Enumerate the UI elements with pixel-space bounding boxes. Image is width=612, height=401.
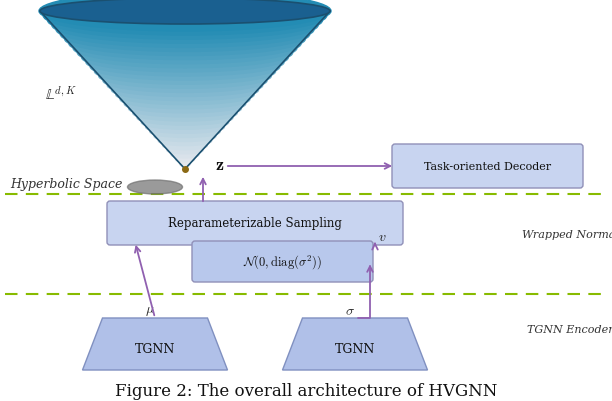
Ellipse shape <box>43 0 327 36</box>
Text: Reparameterizable Sampling: Reparameterizable Sampling <box>168 217 342 230</box>
Ellipse shape <box>184 168 186 171</box>
Ellipse shape <box>111 80 258 101</box>
Polygon shape <box>283 318 428 370</box>
Text: $v$: $v$ <box>378 229 387 243</box>
Ellipse shape <box>176 158 195 162</box>
FancyBboxPatch shape <box>192 241 373 282</box>
Text: Wrapped Normal: Wrapped Normal <box>521 229 612 239</box>
Ellipse shape <box>120 91 250 109</box>
Ellipse shape <box>116 85 254 105</box>
Ellipse shape <box>180 163 190 167</box>
Ellipse shape <box>56 13 314 48</box>
Ellipse shape <box>171 153 199 158</box>
Ellipse shape <box>39 0 331 32</box>
Ellipse shape <box>124 96 245 113</box>
Polygon shape <box>83 318 228 370</box>
Ellipse shape <box>86 49 284 77</box>
Ellipse shape <box>127 180 182 194</box>
Text: TGNN Encoder: TGNN Encoder <box>527 324 612 334</box>
Ellipse shape <box>163 142 207 150</box>
Ellipse shape <box>48 2 323 40</box>
Ellipse shape <box>133 106 237 122</box>
FancyBboxPatch shape <box>392 145 583 188</box>
Ellipse shape <box>99 65 271 89</box>
FancyBboxPatch shape <box>107 201 403 245</box>
Ellipse shape <box>81 44 288 73</box>
Ellipse shape <box>69 28 301 61</box>
Ellipse shape <box>52 8 318 44</box>
Text: Figure 2: The overall architecture of HVGNN: Figure 2: The overall architecture of HV… <box>115 383 497 399</box>
Ellipse shape <box>167 148 203 154</box>
Text: $\mathcal{N}(0,\mathrm{diag}(\sigma^2))$: $\mathcal{N}(0,\mathrm{diag}(\sigma^2))$ <box>243 253 322 271</box>
Text: $\mu$: $\mu$ <box>145 303 155 317</box>
Ellipse shape <box>146 122 225 134</box>
Ellipse shape <box>61 18 310 52</box>
Ellipse shape <box>103 70 267 93</box>
Text: TGNN: TGNN <box>335 342 375 356</box>
Ellipse shape <box>107 75 263 97</box>
Ellipse shape <box>73 34 297 65</box>
Text: Hyperbolic Space: Hyperbolic Space <box>10 178 122 191</box>
Ellipse shape <box>129 101 242 117</box>
Ellipse shape <box>154 132 216 142</box>
Text: $\sigma$: $\sigma$ <box>345 303 355 317</box>
Text: $\mathbb{L}^{d,K}$: $\mathbb{L}^{d,K}$ <box>45 86 77 104</box>
Ellipse shape <box>40 0 330 25</box>
Ellipse shape <box>90 54 280 81</box>
Ellipse shape <box>150 127 220 138</box>
Text: Task-oriented Decoder: Task-oriented Decoder <box>424 162 551 172</box>
Ellipse shape <box>141 117 229 130</box>
Ellipse shape <box>159 137 212 146</box>
Ellipse shape <box>94 59 275 85</box>
Ellipse shape <box>65 23 305 57</box>
Ellipse shape <box>137 111 233 126</box>
Ellipse shape <box>77 39 293 69</box>
Text: $\mathbf{z}$: $\mathbf{z}$ <box>215 156 225 174</box>
Text: TGNN: TGNN <box>135 342 175 356</box>
